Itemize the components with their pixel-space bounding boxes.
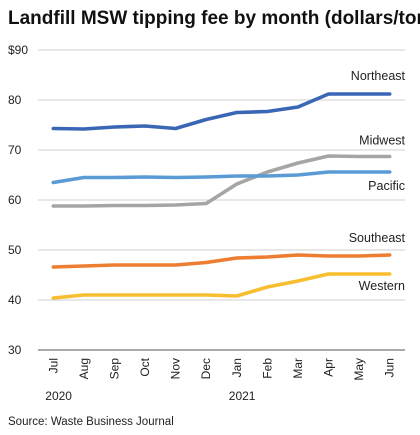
x-tick-label: Mar bbox=[291, 358, 305, 379]
x-tick-label: Aug bbox=[77, 358, 91, 379]
x-tick-label: Jan bbox=[230, 358, 244, 377]
series-labels: Northeast Midwest Pacific Southeast Western bbox=[349, 69, 406, 293]
series-lines bbox=[51, 92, 392, 300]
year-label: 2020 bbox=[45, 389, 72, 403]
x-tick-label: May bbox=[352, 358, 366, 381]
y-tick-label: 60 bbox=[8, 193, 22, 207]
x-tick-label: Apr bbox=[322, 358, 336, 377]
y-axis-ticks: 30 40 50 60 70 80 $90 bbox=[8, 43, 28, 357]
series-line-midwest bbox=[51, 154, 392, 208]
series-line-northeast bbox=[51, 92, 392, 131]
y-tick-label: 80 bbox=[8, 93, 22, 107]
x-tick-label: Sep bbox=[107, 358, 121, 380]
x-tick-label: Dec bbox=[199, 358, 213, 379]
year-label: 2021 bbox=[229, 389, 256, 403]
y-tick-label: 50 bbox=[8, 243, 22, 257]
series-line-pacific bbox=[51, 170, 392, 185]
series-label-northeast: Northeast bbox=[351, 69, 406, 83]
series-label-southeast: Southeast bbox=[349, 231, 406, 245]
series-label-pacific: Pacific bbox=[368, 179, 405, 193]
y-tick-label: 40 bbox=[8, 293, 22, 307]
x-tick-label: Jul bbox=[46, 358, 60, 373]
y-tick-label: $90 bbox=[8, 43, 28, 57]
x-tick-label: Oct bbox=[138, 357, 152, 376]
chart-title: Landfill MSW tipping fee by month (dolla… bbox=[8, 8, 420, 29]
series-label-western: Western bbox=[359, 279, 405, 293]
series-line-southeast bbox=[51, 253, 392, 269]
x-axis-ticks: Jul Aug Sep Oct Nov Dec Jan Feb Mar Apr May Jun 2020… bbox=[45, 357, 396, 403]
series-line-western bbox=[51, 272, 392, 300]
y-tick-label: 30 bbox=[8, 343, 22, 357]
x-tick-label: Jun bbox=[383, 358, 397, 377]
x-tick-label: Nov bbox=[169, 358, 183, 379]
series-label-midwest: Midwest bbox=[359, 134, 405, 148]
x-tick-label: Feb bbox=[260, 358, 274, 379]
source-note: Source: Waste Business Journal bbox=[8, 416, 174, 428]
y-tick-label: 70 bbox=[8, 143, 22, 157]
gridlines bbox=[38, 49, 405, 351]
